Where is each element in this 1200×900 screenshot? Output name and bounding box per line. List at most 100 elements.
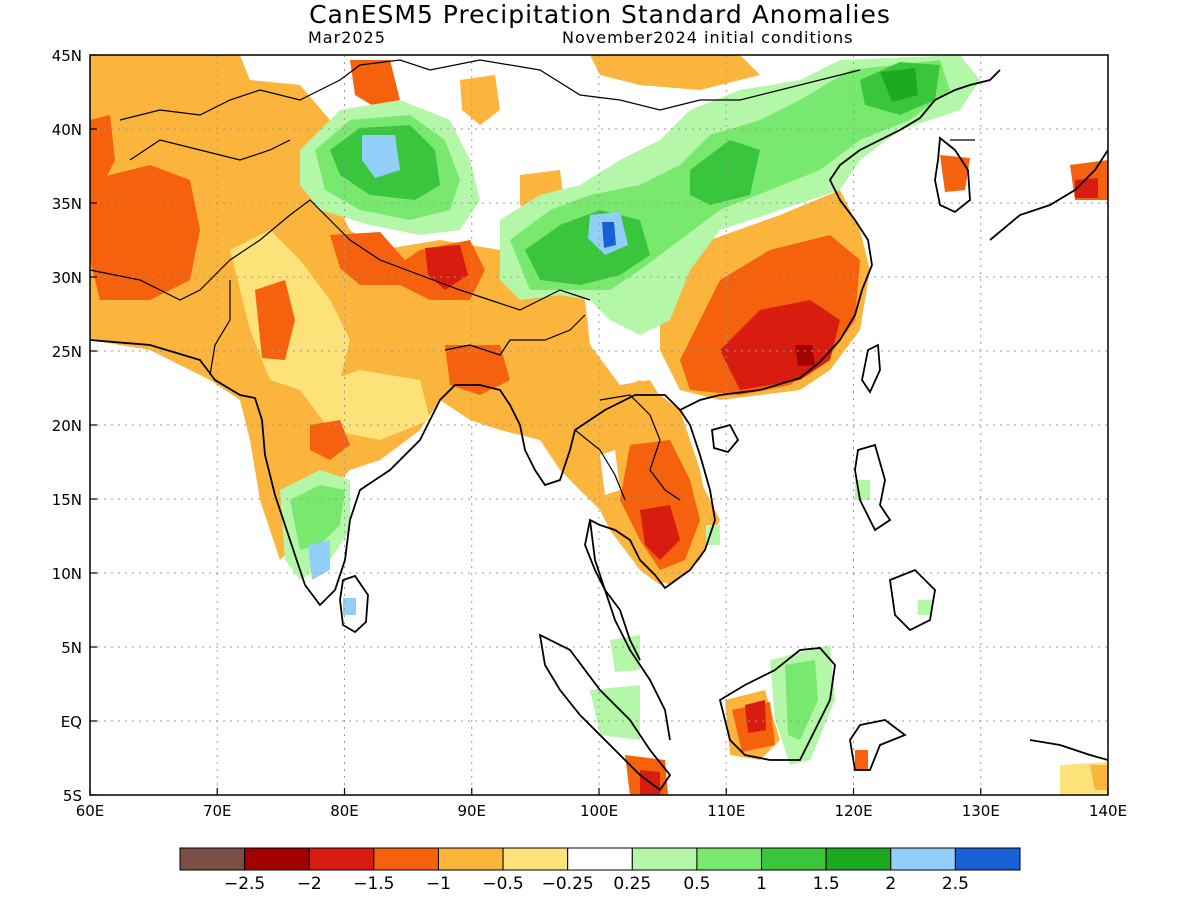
y-tick-label: EQ [61,713,82,731]
x-tick-label: 90E [457,802,486,820]
anomaly-region [590,685,640,740]
anomaly-region [785,660,818,740]
anomaly-region [310,420,350,460]
colorbar-label: 2 [885,874,896,894]
y-tick-label: 35N [52,195,82,213]
coastline-new-guinea [1029,739,1108,761]
coastline-taiwan [861,343,881,394]
anomaly-region [918,600,932,615]
colorbar-swatch [437,847,504,871]
colorbar-label: 1.5 [813,874,840,894]
y-tick-label: 5S [63,787,82,805]
y-tick-label: 45N [52,47,82,65]
colorbar-swatch [244,847,310,871]
colorbar-label: −1.5 [353,874,394,894]
anomaly-region [425,245,468,290]
map-title: CanESM5 Precipitation Standard Anomalies [309,0,891,29]
anomaly-region [745,700,766,733]
anomaly-region [362,135,400,178]
coastline-mindanao [889,568,936,632]
coastline-malay-peninsula [589,519,641,661]
anomaly-region [1090,765,1108,790]
initial-conditions: November2024 initial conditions [562,28,854,47]
anomaly-region [600,450,620,495]
y-tick-label: 20N [52,417,82,435]
anomaly-region [855,750,868,770]
colorbar-label: −0.25 [542,874,594,894]
colorbar-label: −1 [426,874,451,894]
colorbar-label: 2.5 [942,874,969,894]
colorbar-label: 0.25 [613,874,651,894]
coastline-sulawesi [849,719,907,771]
x-tick-label: 70E [203,802,232,820]
colorbar-label: 1 [756,874,767,894]
coastline-hainan [711,423,740,454]
colorbar-swatch [890,847,956,871]
border [444,314,586,356]
x-tick-label: 100E [580,802,618,820]
anomaly-region [1075,178,1098,198]
border [119,59,861,121]
anomaly-region [795,345,815,366]
coastline-china-east [679,69,1001,411]
forecast-month: Mar2025 [308,28,386,47]
x-tick-label: 120E [834,802,872,820]
anomaly-region [720,300,840,390]
colorbar-label: −2 [297,874,322,894]
anomaly-region [880,68,918,102]
coastline-arabia-india [90,339,716,741]
coastline-japan [989,149,1108,241]
anomaly-region [690,140,760,205]
anomaly-region [90,165,200,300]
x-tick-label: 130E [962,802,1000,820]
colorbar-swatch [696,847,763,871]
anomaly-region [343,598,356,615]
graticule [90,55,1108,795]
colorbar-swatch [567,847,633,871]
colorbar: −2.5 −2 −1.5 −1 −0.5 −0.25 0.25 0.5 1 1.5 2 2.5 [179,847,1021,894]
anomaly-region [445,345,510,395]
x-axis: 60E 70E 80E 90E 100E 110E 120E 130E 140E [76,788,1127,820]
y-tick-label: 25N [52,343,82,361]
anomaly-region [640,505,680,560]
coastline-sumatra [538,633,672,792]
colorbar-swatch [502,847,569,871]
coastline-luzon [854,443,892,532]
x-tick-label: 60E [76,802,105,820]
colorbar-label: 0.5 [683,874,710,894]
country-borders [90,59,975,501]
anomaly-region [255,280,295,360]
border [599,394,681,501]
anomaly-region [308,540,330,580]
anomaly-region [460,75,500,125]
y-tick-label: 5N [61,639,82,657]
border [574,429,626,501]
colorbar-swatch [954,847,1021,871]
colorbar-swatch [825,847,892,871]
colorbar-label: −2.5 [224,874,265,894]
colorbar-label: −0.5 [482,874,523,894]
x-tick-label: 140E [1089,802,1127,820]
colorbar-swatch [631,847,698,871]
anomaly-region [90,115,115,190]
colorbar-swatch [308,847,375,871]
y-tick-label: 10N [52,565,82,583]
border [90,199,591,311]
anomaly-region [940,155,970,192]
border [209,280,231,376]
anomaly-field [90,55,1108,795]
coastlines [90,69,1108,792]
coastline-sri-lanka [339,574,369,634]
colorbar-swatch [373,847,439,871]
x-tick-label: 80E [330,802,359,820]
y-tick-label: 30N [52,269,82,287]
y-axis: 45N 40N 35N 30N 25N 20N 15N 10N 5N EQ 5S [52,47,97,805]
x-tick-label: 110E [707,802,745,820]
anomaly-region [620,440,700,570]
coastline-borneo [718,647,836,761]
anomaly-region [90,55,720,585]
y-tick-label: 40N [52,121,82,139]
coastline-korea [934,136,971,214]
anomaly-region [290,485,345,550]
